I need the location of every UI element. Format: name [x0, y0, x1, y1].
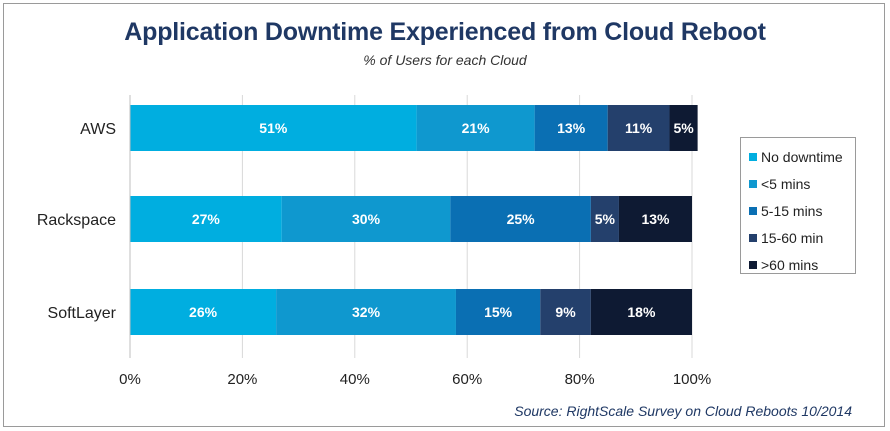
- legend-label: >60 mins: [761, 256, 819, 273]
- data-label: 32%: [352, 304, 381, 320]
- legend-label: 5-15 mins: [761, 202, 823, 219]
- bar-segment: [540, 289, 591, 335]
- bar-segment: [534, 105, 608, 151]
- bar-segment: [590, 289, 692, 335]
- bar-segment: [618, 196, 692, 242]
- legend: No downtime <5 mins 5-15 mins 15-60 min >60 …: [740, 137, 856, 274]
- category-label: Rackspace: [37, 212, 116, 229]
- legend-swatch: [749, 179, 757, 188]
- legend-item: 15-60 min: [749, 224, 855, 251]
- x-tick-label: 100%: [673, 371, 711, 388]
- data-label: 27%: [192, 211, 221, 227]
- data-label: 5%: [673, 120, 694, 136]
- legend-label: 15-60 min: [761, 229, 824, 246]
- bar-segment: [130, 196, 282, 242]
- bar-segment: [607, 105, 670, 151]
- bar-segment: [416, 105, 535, 151]
- data-label: 26%: [189, 304, 218, 320]
- bar-segment: [455, 289, 541, 335]
- x-tick-label: 40%: [340, 371, 370, 388]
- data-label: 11%: [625, 120, 653, 136]
- legend-item: >60 mins: [749, 251, 855, 278]
- source-note: Source: RightScale Survey on Cloud Reboo…: [514, 403, 852, 419]
- legend-swatch: [749, 206, 757, 215]
- legend-item: <5 mins: [749, 170, 855, 197]
- data-label: 13%: [557, 120, 586, 136]
- x-tick-label: 20%: [227, 371, 257, 388]
- bar-segment: [276, 289, 456, 335]
- bar-segment: [590, 196, 619, 242]
- chart-subtitle: % of Users for each Cloud: [363, 52, 527, 68]
- x-tick-label: 0%: [119, 371, 141, 388]
- category-label: AWS: [80, 121, 116, 138]
- bar-segment: [450, 196, 591, 242]
- bar-segment: [669, 105, 698, 151]
- data-label: 25%: [507, 211, 536, 227]
- legend-swatch: [749, 152, 757, 161]
- category-label: SoftLayer: [48, 305, 117, 322]
- data-label: 30%: [352, 211, 381, 227]
- data-label: 21%: [462, 120, 491, 136]
- legend-item: 5-15 mins: [749, 197, 855, 224]
- data-label: 18%: [627, 304, 656, 320]
- chart-title: Application Downtime Experienced from Cl…: [124, 18, 766, 46]
- data-label: 15%: [484, 304, 513, 320]
- data-label: 9%: [555, 304, 576, 320]
- data-label: 13%: [641, 211, 670, 227]
- x-tick-label: 60%: [452, 371, 482, 388]
- x-tick-label: 80%: [565, 371, 595, 388]
- data-label: 5%: [595, 211, 616, 227]
- bar-segment: [130, 289, 277, 335]
- legend-item: No downtime: [749, 143, 855, 170]
- bar-segment: [130, 105, 417, 151]
- legend-label: No downtime: [761, 148, 843, 165]
- legend-swatch: [749, 233, 757, 242]
- legend-label: <5 mins: [761, 175, 811, 192]
- bar-segment: [281, 196, 451, 242]
- legend-swatch: [749, 260, 757, 269]
- data-label: 51%: [259, 120, 288, 136]
